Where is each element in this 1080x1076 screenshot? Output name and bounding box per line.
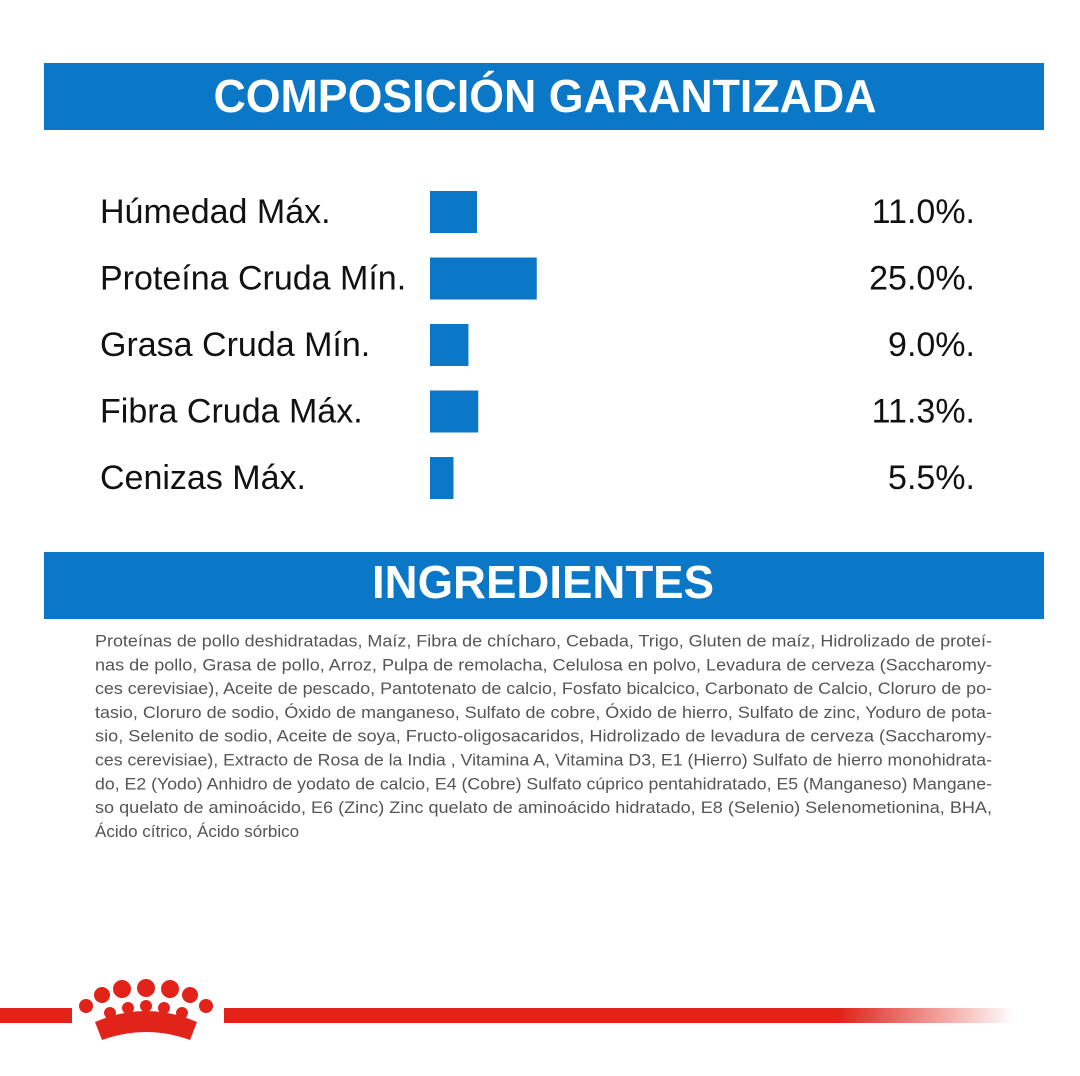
- ingredients-line: tasio, Cloruro de sodio, Óxido de mangan…: [95, 703, 992, 722]
- section-title: COMPOSICIÓN GARANTIZADA: [214, 70, 877, 122]
- bar: [430, 390, 479, 433]
- ingredients-line: nas de pollo, Grasa de pollo, Arroz, Pul…: [95, 655, 992, 674]
- bar: [430, 324, 469, 366]
- ingredients-text: Proteínas de pollo deshidratadas, Maíz, …: [95, 631, 992, 840]
- ingredients-line: sio, Selenito de sodio, Aceite de soya, …: [95, 727, 992, 746]
- footer-line: [0, 1008, 72, 1023]
- value-label: 5.5%.: [888, 459, 975, 497]
- bar: [430, 457, 454, 499]
- footer: [0, 979, 1014, 1040]
- category-label: Fibra Cruda Máx.: [100, 392, 363, 430]
- category-label: Proteína Cruda Mín.: [100, 259, 406, 297]
- ingredients-line: ces cerevisiae), Extracto de Rosa de la …: [95, 750, 992, 769]
- section-title: INGREDIENTES: [372, 556, 714, 608]
- ingredients-band: [44, 552, 1044, 619]
- title-band: [44, 63, 1044, 130]
- composition-chart: Húmedad Máx. 11.0%. Proteína Cruda Mín. 25.…: [100, 191, 975, 499]
- ingredients-line: Ácido cítrico, Ácido sórbico: [95, 822, 299, 841]
- ingredients-line: so quelato de aminoácido, E6 (Zinc) Zinc…: [95, 798, 992, 817]
- category-label: Grasa Cruda Mín.: [100, 326, 370, 364]
- ingredients-line: ces cerevisiae), Aceite de pescado, Pant…: [95, 679, 992, 698]
- value-label: 11.3%.: [872, 392, 975, 430]
- footer-line: [224, 1008, 1014, 1023]
- bar: [430, 257, 537, 300]
- value-label: 9.0%.: [888, 326, 975, 364]
- crown-logo: [79, 979, 213, 1040]
- bar: [430, 191, 477, 233]
- ingredients-line: do, E2 (Yodo) Anhidro de yodato de calci…: [95, 774, 992, 793]
- category-label: Húmedad Máx.: [100, 193, 331, 231]
- category-label: Cenizas Máx.: [100, 459, 306, 497]
- value-label: 11.0%.: [872, 193, 975, 231]
- ingredients-line: Proteínas de pollo deshidratadas, Maíz, …: [95, 631, 992, 650]
- value-label: 25.0%.: [869, 259, 975, 297]
